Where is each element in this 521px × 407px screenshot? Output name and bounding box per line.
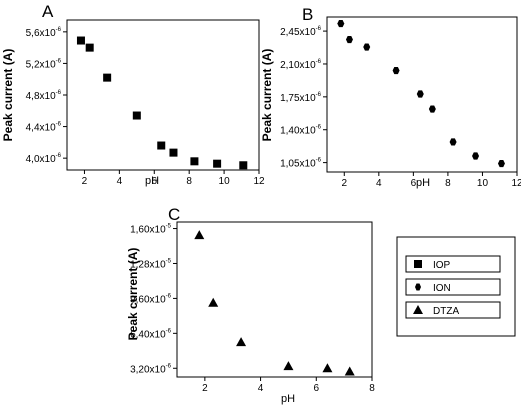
legend-item-frame xyxy=(405,278,501,296)
data-point xyxy=(239,161,248,170)
legend-item-frame xyxy=(405,301,501,319)
x-tick-label: 2 xyxy=(82,176,88,187)
y-tick-label: 1,75x10-6 xyxy=(280,92,322,104)
x-tick-label: 6 xyxy=(314,383,320,394)
data-point xyxy=(76,36,85,45)
x-tick-label: 4 xyxy=(376,178,382,189)
x-axis-ticks: 2 4 6 8 xyxy=(202,377,375,394)
legend-item-iop: IOP xyxy=(405,255,501,273)
x-tick-label: 12 xyxy=(511,178,521,189)
data-point xyxy=(213,159,222,168)
data-point xyxy=(132,111,141,120)
x-tick-label: 6 xyxy=(151,176,157,187)
legend-label: IOP xyxy=(433,260,451,271)
chart-panel-b: 2 4 6 8 10 12 1,05x10-6 1,40x10-6 1,75x10-6 2,10… xyxy=(260,16,521,189)
x-tick-label: 10 xyxy=(477,178,489,189)
y-axis-title: Peak current (A) xyxy=(126,248,140,341)
y-tick-label: 5,2x10-6 xyxy=(26,58,62,70)
data-point xyxy=(497,159,505,168)
data-point xyxy=(344,366,355,376)
y-tick-label: 2,10x10-6 xyxy=(280,59,322,71)
triangle-marker-icon xyxy=(413,305,423,314)
legend-label: ION xyxy=(433,283,451,294)
y-tick-label: 1,60x10-5 xyxy=(130,224,172,236)
x-tick-label: 8 xyxy=(186,176,192,187)
x-tick-label: 12 xyxy=(253,176,265,187)
data-point xyxy=(103,73,112,82)
y-tick-label: 4,0x10-6 xyxy=(26,153,62,165)
data-point xyxy=(472,152,480,160)
data-points xyxy=(76,36,248,170)
y-tick-label: 5,6x10-6 xyxy=(26,27,62,39)
data-point xyxy=(449,138,457,146)
y-tick-label: 4,8x10-6 xyxy=(26,90,62,102)
chart-panel-a: 2 4 6 8 10 12 4,0x10-6 4,4x10-6 4,8x10-6 5,2x10-… xyxy=(1,19,265,187)
legend-label: DTZA xyxy=(433,306,459,317)
y-tick-label: 3,20x10-6 xyxy=(130,363,172,375)
data-point xyxy=(194,230,205,240)
panel-letter-a: A xyxy=(42,2,54,21)
y-axis-title: Peak current (A) xyxy=(260,49,274,142)
x-tick-label: 2 xyxy=(341,178,347,189)
data-point xyxy=(416,90,424,98)
y-tick-label: 4,4x10-6 xyxy=(26,122,62,134)
y-tick-label: 9,60x10-6 xyxy=(130,293,172,305)
data-points xyxy=(194,230,355,376)
x-tick-label: 2 xyxy=(202,383,208,394)
y-tick-label: 1,40x10-6 xyxy=(280,125,322,137)
y-tick-label: 2,45x10-6 xyxy=(280,26,322,38)
y-tick-label: 6,40x10-6 xyxy=(130,328,172,340)
y-axis-ticks: 3,20x10-6 6,40x10-6 9,60x10-6 1,28x10-5 1,60… xyxy=(130,224,177,375)
data-point xyxy=(169,148,178,157)
data-point xyxy=(157,141,166,150)
data-point xyxy=(345,35,353,44)
x-axis-title: pH xyxy=(281,393,295,405)
chart-panel-c: 2 4 6 8 3,20x10-6 6,40x10-6 9,60x10-6 1,28x10-… xyxy=(126,221,375,405)
data-point xyxy=(428,105,436,113)
data-point xyxy=(283,361,294,371)
data-point xyxy=(208,297,219,307)
plot-frame xyxy=(176,221,373,378)
data-point xyxy=(337,19,345,28)
x-tick-label: 4 xyxy=(117,176,123,187)
x-axis-title: pH xyxy=(145,175,159,187)
plot-frame xyxy=(326,16,518,173)
legend-item-ion: ION xyxy=(405,278,501,296)
x-tick-label: 10 xyxy=(219,176,231,187)
y-tick-label: 1,05x10-6 xyxy=(280,158,322,170)
data-point xyxy=(85,43,94,52)
panel-letter-b: B xyxy=(302,5,313,24)
data-point xyxy=(236,337,247,347)
y-tick-label: 1,28x10-5 xyxy=(130,258,172,270)
x-axis-ticks: 2 4 6 8 10 12 xyxy=(82,170,265,187)
x-tick-label: 8 xyxy=(445,178,451,189)
legend-item-dtza: DTZA xyxy=(405,301,501,319)
y-axis-title: Peak current (A) xyxy=(1,49,15,142)
data-point xyxy=(363,43,371,51)
x-tick-label: 6 xyxy=(411,178,417,189)
data-point xyxy=(392,66,400,75)
panel-letter-c: C xyxy=(168,205,180,224)
legend-frame xyxy=(396,236,516,337)
legend-item-frame xyxy=(405,255,501,273)
data-point xyxy=(322,363,333,373)
legend: IOP ION DTZA xyxy=(396,236,516,337)
x-tick-label: 4 xyxy=(258,383,264,394)
data-point xyxy=(190,157,199,166)
square-marker-icon xyxy=(414,260,422,268)
x-axis-title: pH xyxy=(416,177,430,189)
data-points xyxy=(337,19,505,168)
circle-marker-icon xyxy=(415,283,421,291)
x-tick-label: 8 xyxy=(369,383,375,394)
y-axis-ticks: 4,0x10-6 4,4x10-6 4,8x10-6 5,2x10-6 5,6x10-6 xyxy=(26,27,67,165)
x-axis-ticks: 2 4 6 8 10 12 xyxy=(341,172,521,189)
y-axis-ticks: 1,05x10-6 1,40x10-6 1,75x10-6 2,10x10-6 2,45… xyxy=(280,26,327,170)
